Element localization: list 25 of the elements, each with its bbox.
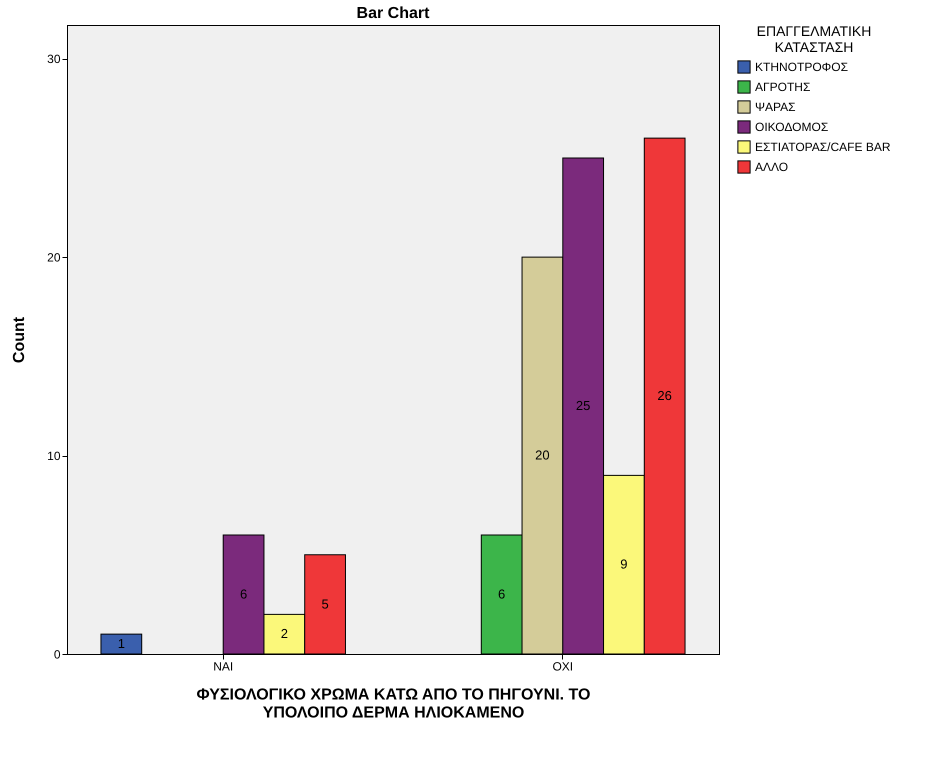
data-label: 6	[498, 586, 506, 602]
y-tick-label: 30	[47, 52, 61, 66]
legend-label: ΟΙΚΟΔΟΜΟΣ	[755, 120, 828, 134]
data-label: 5	[321, 596, 329, 612]
data-label: 9	[620, 556, 628, 572]
legend-title: ΕΠΑΓΓΕΛΜΑΤΙΚΗ ΚΑΤΑΣΤΑΣΗ	[756, 23, 872, 55]
legend-label: ΑΓΡΟΤΗΣ	[755, 80, 810, 94]
legend-label: ΕΣΤΙΑΤΟΡΑΣ/CAFE BAR	[755, 140, 891, 154]
y-tick-label: 20	[47, 250, 61, 265]
data-label: 1	[118, 636, 125, 652]
x-tick-label: ΝΑΙ	[213, 660, 234, 674]
data-label: 6	[240, 586, 248, 602]
x-axis-title: ΦΥΣΙΟΛΟΓΙΚΟ ΧΡΩΜΑ ΚΑΤΩ ΑΠΟ ΤΟ ΠΗΓΟΥΝΙ. ΤΟ ΥΠΟΛΟΙΠΟ ΔΕΡΜΑ ΗΛΙΟΚΑΜΕΝΟ	[196, 686, 590, 722]
data-label: 20	[535, 448, 550, 463]
y-axis-title: Count	[11, 316, 28, 364]
chart-title: Bar Chart	[356, 5, 430, 22]
data-label: 2	[280, 626, 288, 642]
y-tick-label: 10	[47, 449, 61, 464]
x-tick-label: ΟΧΙ	[552, 660, 574, 674]
data-label: 26	[657, 388, 672, 404]
data-label: 25	[576, 398, 590, 413]
legend-label: ΑΛΛΟ	[755, 160, 788, 174]
y-tick-label: 0	[54, 648, 61, 662]
legend-label: ΚΤΗΝΟΤΡΟΦΟΣ	[755, 60, 848, 74]
legend-label: ΨΑΡΑΣ	[755, 100, 796, 114]
